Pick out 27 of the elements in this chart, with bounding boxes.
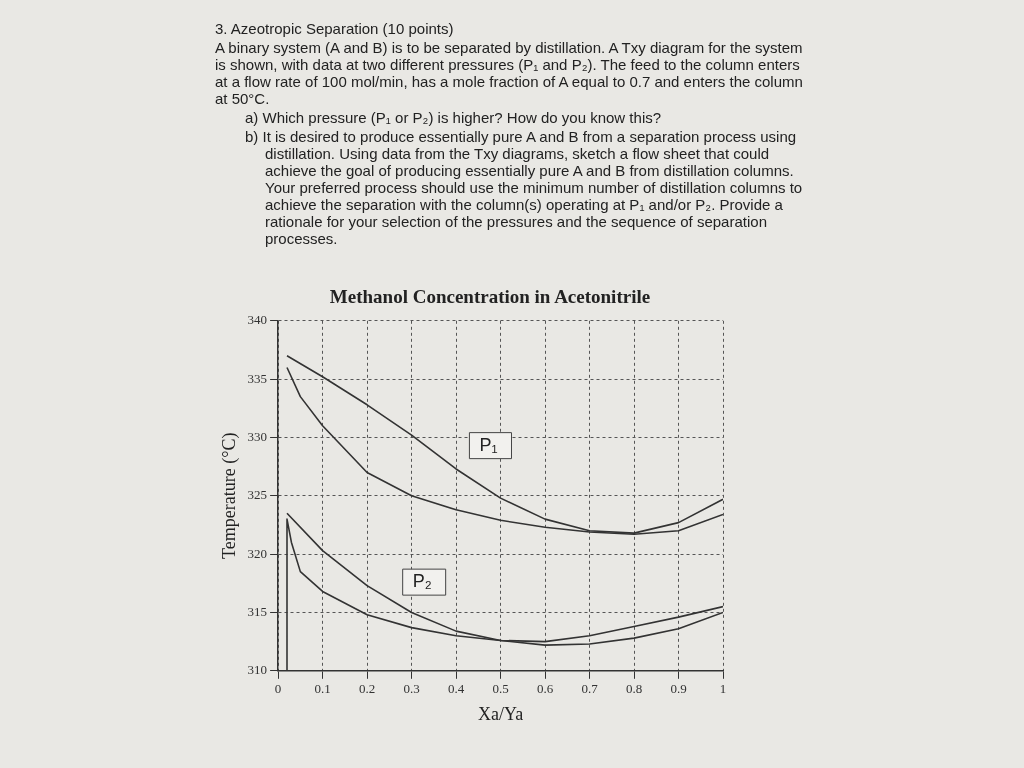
x-tick-label: 1 xyxy=(719,681,727,697)
x-tick-label: 0.7 xyxy=(581,681,599,697)
chart-title: Methanol Concentration in Acetonitrile xyxy=(328,286,652,308)
text: a) Which pressure (P₁ or P₂) is higher? How do you know this? xyxy=(244,109,663,126)
y-tick-label: 335 xyxy=(247,370,268,386)
y-axis-title: Temperature (°C) xyxy=(218,432,240,559)
x-tick-label: 0.5 xyxy=(492,681,509,697)
y-tick-label: 315 xyxy=(247,603,268,619)
x-tick-label: 0.6 xyxy=(536,681,554,697)
y-tick-label: 320 xyxy=(247,545,268,561)
text: 3. Azeotropic Separation (10 points) xyxy=(215,20,455,37)
text: b) It is desired to produce essentially pure A and B from a separation process using distillation. Using data from the Txy diagrams, sketch a flow sheet that could achieve the goal of producing essentially pure A and B from distillation columns. Your preferred process should use the minimum number of distillation columns to achieve the separation with the column(s) operating at P₁ and/or P₂. Provide a rationale for your selection of the pressures and the sequence of separation processes. xyxy=(244,128,804,247)
x-tick-label: 0.3 xyxy=(403,681,420,697)
y-tick-label: 325 xyxy=(247,487,268,503)
y-tick-label: 330 xyxy=(247,428,268,444)
x-tick-label: 0.2 xyxy=(358,681,376,697)
x-tick-label: 0.8 xyxy=(625,681,643,697)
x-tick-label: 0.9 xyxy=(670,681,687,697)
x-tick-label: 0.1 xyxy=(314,681,331,697)
x-tick-label: 0 xyxy=(274,681,282,697)
annotation: P₁ xyxy=(479,434,498,455)
x-tick-label: 0.4 xyxy=(447,681,465,697)
x-axis-title: Xa/Ya xyxy=(477,703,524,724)
text: A binary system (A and B) is to be separated by distillation. A Txy diagram for the system is shown, with data at two different pressures (P₁ and P₂). The feed to the column enters at a flow rate of 100 mol/min, has a mole fraction of A equal to 0.7 and enters the column at 50°C. xyxy=(215,39,804,107)
annotation: P₂ xyxy=(412,571,432,592)
y-tick-label: 310 xyxy=(247,662,268,678)
y-tick-label: 340 xyxy=(247,312,268,328)
